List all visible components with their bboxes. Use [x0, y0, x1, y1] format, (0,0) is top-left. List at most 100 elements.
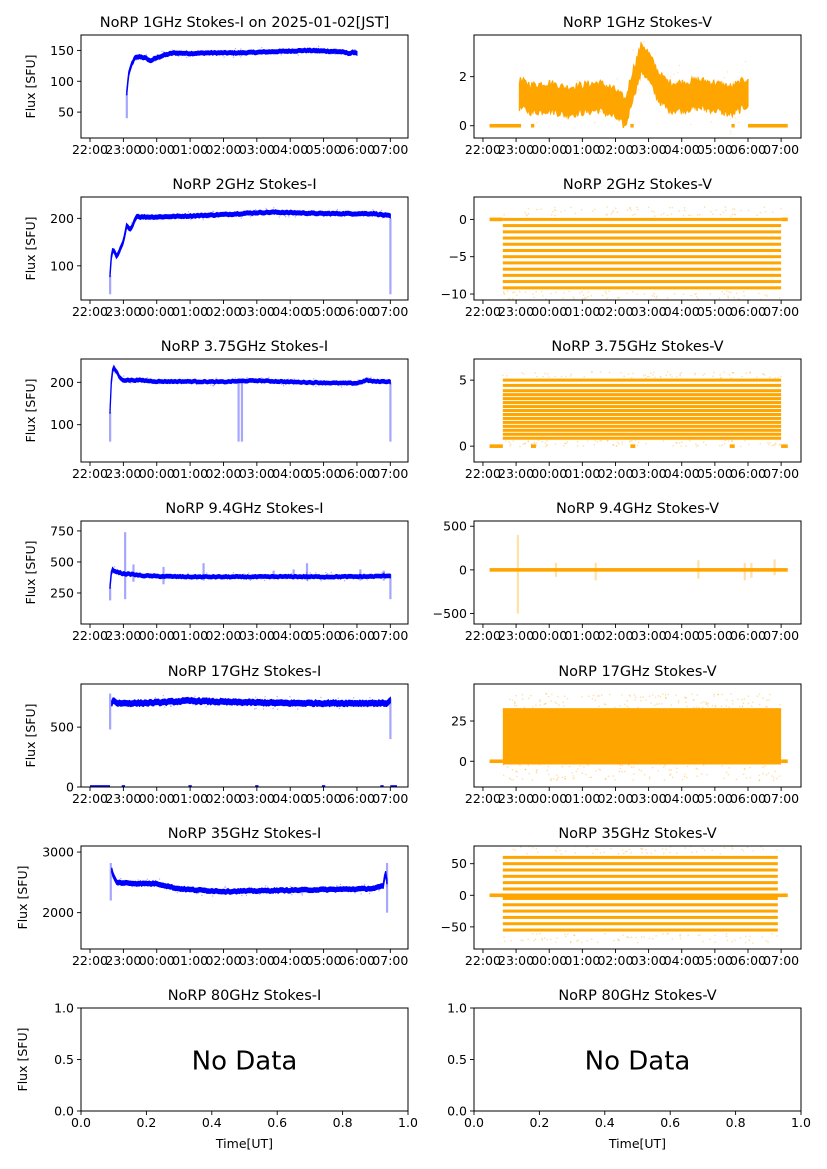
x-tick-label: 01:00 — [564, 466, 600, 481]
data-point — [527, 764, 530, 767]
level-band — [502, 420, 782, 424]
data-point — [607, 775, 610, 777]
data-point — [599, 439, 602, 442]
data-point — [256, 381, 259, 384]
data-point — [669, 851, 671, 854]
data-point — [370, 376, 372, 378]
x-tick-label: 00:00 — [531, 953, 567, 968]
y-tick-label: 200 — [50, 211, 74, 226]
data-point — [671, 938, 674, 940]
data-point — [698, 213, 701, 216]
data-point — [191, 574, 193, 576]
data-point — [521, 371, 523, 374]
data-point — [725, 704, 728, 707]
data-point — [727, 296, 730, 299]
data-point — [618, 939, 620, 942]
x-tick-label: 06:00 — [730, 953, 766, 968]
data-point — [621, 844, 623, 846]
data-point — [264, 696, 266, 698]
data-point — [368, 892, 371, 895]
data-point — [574, 851, 577, 854]
data-point — [724, 439, 727, 442]
x-tick-label: 02:00 — [597, 791, 633, 806]
data-point — [742, 702, 745, 705]
data-point — [770, 775, 773, 777]
data-point — [513, 704, 516, 707]
data-point — [626, 699, 629, 702]
level-band — [502, 401, 782, 405]
plot-area — [109, 532, 392, 601]
data-point — [291, 893, 293, 896]
data-point — [584, 296, 586, 299]
y-tick-label: 0 — [66, 780, 74, 795]
data-point — [132, 379, 135, 381]
x-tick-label: 00:00 — [531, 304, 567, 319]
data-band — [126, 47, 358, 96]
data-point — [742, 84, 745, 86]
data-point — [550, 213, 553, 216]
data-point — [630, 209, 632, 211]
data-point — [725, 290, 728, 292]
data-point — [532, 293, 534, 295]
data-point — [503, 293, 506, 296]
data-point — [680, 80, 682, 82]
data-point — [763, 374, 766, 376]
y-tick-label: 500 — [443, 519, 467, 534]
data-point — [251, 378, 254, 380]
data-point — [541, 440, 544, 443]
data-point — [697, 105, 699, 107]
data-point — [186, 577, 188, 579]
data-point — [256, 578, 258, 580]
y-tick-label: 0 — [459, 118, 467, 133]
data-point — [195, 383, 198, 385]
data-point — [592, 694, 595, 697]
data-point — [290, 210, 292, 212]
data-point — [250, 702, 252, 704]
data-point — [195, 704, 197, 706]
data-point — [328, 210, 331, 212]
data-point — [253, 49, 255, 51]
data-point — [363, 573, 365, 575]
data-point — [114, 877, 117, 879]
data-point — [334, 381, 336, 384]
data-point — [375, 380, 377, 383]
data-point — [596, 848, 599, 851]
data-point — [766, 699, 768, 701]
data-point — [278, 216, 280, 218]
data-point — [618, 296, 621, 299]
data-point — [734, 117, 736, 119]
chart-title: NoRP 9.4GHz Stokes-I — [165, 501, 323, 517]
data-point — [298, 211, 300, 213]
data-point — [690, 294, 692, 297]
x-tick-label: 04:00 — [664, 466, 700, 481]
data-point — [187, 572, 189, 575]
data-point — [680, 445, 682, 447]
data-point — [724, 82, 726, 85]
data-point — [675, 771, 678, 773]
spike — [109, 411, 112, 442]
x-tick-label: 05:00 — [306, 142, 342, 157]
data-point — [524, 291, 527, 294]
panel-1ghz-v: 22:0023:0000:0001:0002:0003:0004:0005:00… — [459, 15, 802, 157]
data-point — [605, 292, 608, 295]
data-point — [705, 701, 708, 704]
data-point — [606, 297, 609, 300]
data-point — [630, 766, 633, 768]
data-point — [613, 779, 616, 781]
x-tick-label: 04:00 — [272, 466, 308, 481]
data-point — [606, 213, 609, 216]
data-point — [383, 704, 386, 706]
data-point — [719, 374, 721, 376]
y-axis-label: Flux [SFU] — [23, 55, 38, 119]
x-tick-label: 01:00 — [172, 791, 208, 806]
data-point — [594, 770, 597, 772]
data-point — [630, 445, 633, 447]
x-tick-label: 01:00 — [172, 304, 208, 319]
data-point — [604, 933, 606, 935]
data-point — [643, 936, 645, 938]
x-tick-label: 0.6 — [660, 1115, 680, 1130]
data-point — [685, 701, 687, 703]
data-point — [109, 262, 112, 265]
data-point — [514, 849, 517, 852]
data-point — [732, 703, 734, 705]
